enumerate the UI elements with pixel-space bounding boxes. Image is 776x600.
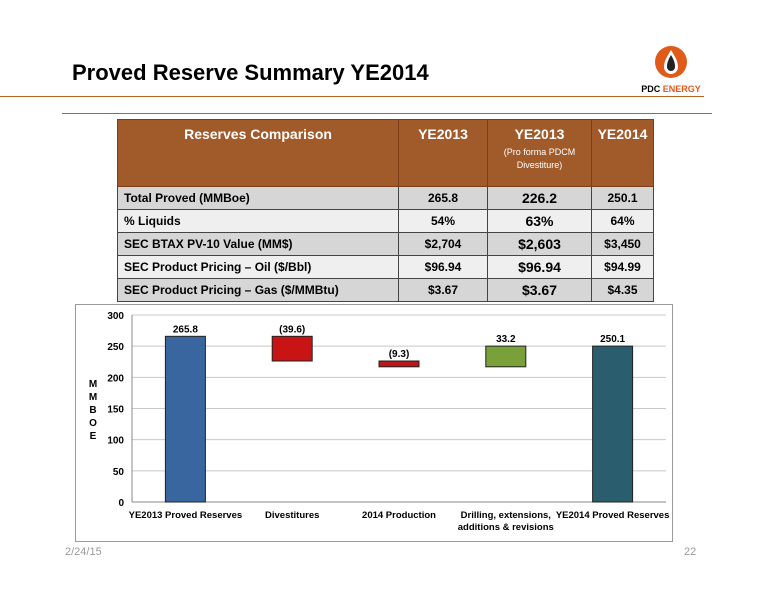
cell-pro-forma: 63% bbox=[487, 209, 592, 233]
reserves-comparison-table: Reserves Comparison YE2013 YE2013 (Pro fo… bbox=[117, 119, 654, 302]
cell-ye2013: $2,704 bbox=[398, 232, 488, 256]
y-tick-label: 100 bbox=[107, 436, 124, 447]
row-label: SEC BTAX PV-10 Value (MM$) bbox=[117, 232, 399, 256]
table-row: Total Proved (MMBoe) 265.8 226.2 250.1 bbox=[117, 186, 654, 210]
y-axis-label-letter: B bbox=[89, 405, 97, 416]
cell-ye2013: 54% bbox=[398, 209, 488, 233]
x-tick-label: Divestitures bbox=[265, 510, 319, 521]
y-tick-label: 250 bbox=[107, 342, 124, 353]
header-ye2013: YE2013 bbox=[398, 119, 488, 187]
cell-pro-forma: $96.94 bbox=[487, 255, 592, 279]
data-label: 250.1 bbox=[600, 334, 625, 345]
y-axis-label-letter: O bbox=[89, 418, 97, 429]
row-label: SEC Product Pricing – Gas ($/MMBtu) bbox=[117, 278, 399, 302]
row-label: Total Proved (MMBoe) bbox=[117, 186, 399, 210]
chart-bar bbox=[271, 335, 313, 362]
cell-pro-forma: 226.2 bbox=[487, 186, 592, 210]
logo-word-1: PDC bbox=[641, 84, 661, 94]
header-ye2013-pro-forma: YE2013 (Pro forma PDCM Divestiture) bbox=[487, 119, 592, 187]
chart-bar bbox=[485, 345, 527, 368]
y-tick-label: 50 bbox=[113, 467, 125, 478]
waterfall-chart: 0 50 100 150 200 250 300 265.8 YE2013 Proved Res… bbox=[107, 311, 670, 533]
page-number: 22 bbox=[684, 546, 697, 558]
table-row: SEC Product Pricing – Gas ($/MMBtu) $3.6… bbox=[117, 278, 654, 302]
cell-ye2013: $96.94 bbox=[398, 255, 488, 279]
y-axis-label-letter: M bbox=[88, 392, 98, 403]
chart-bar bbox=[164, 335, 206, 503]
logo-word-2: ENERGY bbox=[662, 84, 701, 94]
header-ye2014: YE2014 bbox=[591, 119, 654, 187]
cell-pro-forma: $2,603 bbox=[487, 232, 592, 256]
row-label: % Liquids bbox=[117, 209, 399, 233]
waterfall-chart-frame: 0 50 100 150 200 250 300 265.8 YE2013 Proved Res… bbox=[75, 304, 673, 542]
page-title: Proved Reserve Summary YE2014 bbox=[72, 60, 429, 85]
flame-drop-icon bbox=[655, 46, 687, 78]
table-row: SEC Product Pricing – Oil ($/Bbl) $96.94… bbox=[117, 255, 654, 279]
cell-ye2013: $3.67 bbox=[398, 278, 488, 302]
x-tick-label: YE2013 Proved Reserves bbox=[129, 510, 243, 521]
y-tick-label: 200 bbox=[107, 373, 124, 384]
data-label: 33.2 bbox=[496, 334, 516, 345]
y-axis-label-letter: E bbox=[89, 431, 97, 442]
x-tick-label: YE2014 Proved Reserves bbox=[556, 510, 670, 521]
data-label: (9.3) bbox=[389, 349, 410, 360]
cell-ye2014: $4.35 bbox=[591, 278, 654, 302]
cell-pro-forma: $3.67 bbox=[487, 278, 592, 302]
y-tick-label: 150 bbox=[107, 405, 124, 416]
cell-ye2014: 64% bbox=[591, 209, 654, 233]
y-tick-label: 0 bbox=[118, 498, 124, 509]
cell-ye2014: $3,450 bbox=[591, 232, 654, 256]
cell-ye2014: 250.1 bbox=[591, 186, 654, 210]
x-tick-label: 2014 Production bbox=[362, 510, 436, 521]
header-divider bbox=[62, 113, 712, 114]
chart-bar bbox=[592, 345, 634, 503]
y-axis-label-letter: M bbox=[88, 379, 98, 390]
row-label: SEC Product Pricing – Oil ($/Bbl) bbox=[117, 255, 399, 279]
table-header-row: Reserves Comparison YE2013 YE2013 (Pro fo… bbox=[117, 119, 654, 187]
data-label: (39.6) bbox=[279, 324, 305, 335]
table-row: SEC BTAX PV-10 Value (MM$) $2,704 $2,603… bbox=[117, 232, 654, 256]
data-label: 265.8 bbox=[173, 324, 198, 335]
x-tick-label: Drilling, extensions, bbox=[461, 510, 551, 521]
cell-ye2013: 265.8 bbox=[398, 186, 488, 210]
footer-date: 2/24/15 bbox=[65, 546, 102, 558]
table-row: % Liquids 54% 63% 64% bbox=[117, 209, 654, 233]
header-pro-forma-note: (Pro forma PDCM Divestiture) bbox=[503, 147, 576, 170]
chart-bar bbox=[378, 360, 420, 368]
header-reserves-comparison: Reserves Comparison bbox=[117, 119, 399, 187]
logo-text: PDC ENERGY bbox=[636, 84, 706, 94]
y-tick-label: 300 bbox=[107, 311, 124, 322]
x-tick-label: additions & revisions bbox=[458, 522, 554, 533]
company-logo: PDC ENERGY bbox=[636, 44, 706, 94]
cell-ye2014: $94.99 bbox=[591, 255, 654, 279]
title-divider bbox=[0, 96, 704, 97]
